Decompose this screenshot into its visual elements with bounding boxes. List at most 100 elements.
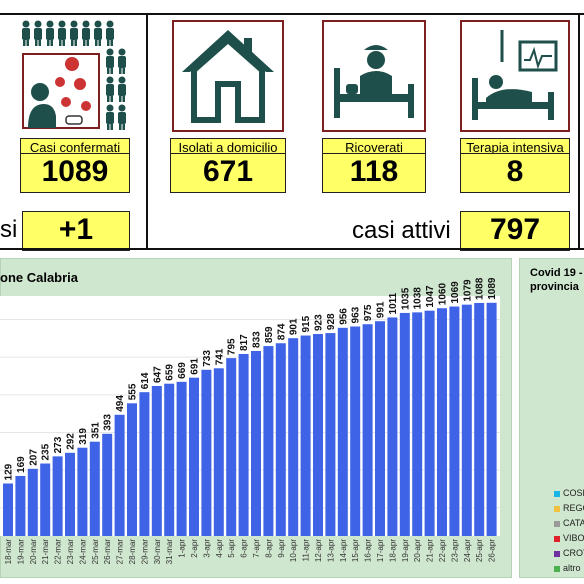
bar bbox=[300, 335, 311, 536]
province-title-line2: provincia bbox=[530, 281, 579, 293]
data-label: 691 bbox=[190, 358, 201, 375]
bar bbox=[89, 441, 100, 536]
daily-change-value: +1 bbox=[22, 211, 130, 251]
x-tick-label: 11-apr bbox=[302, 539, 311, 562]
hospital-bed-icon bbox=[322, 20, 426, 132]
bar bbox=[52, 456, 63, 536]
bar bbox=[40, 463, 51, 536]
data-label: 1047 bbox=[425, 285, 436, 308]
data-label: 207 bbox=[28, 449, 39, 466]
bar bbox=[424, 310, 435, 536]
x-tick-label: 18-mar bbox=[4, 539, 13, 565]
bar bbox=[139, 392, 150, 536]
legend-swatch bbox=[554, 490, 560, 497]
x-tick-label: 1-apr bbox=[178, 539, 187, 558]
data-label: 915 bbox=[301, 315, 312, 332]
bar bbox=[127, 403, 137, 536]
bar bbox=[102, 433, 113, 536]
x-tick-label: 28-mar bbox=[128, 539, 137, 565]
x-tick-label: 26-mar bbox=[103, 539, 112, 565]
data-label: 1079 bbox=[462, 279, 473, 302]
data-label: 393 bbox=[103, 414, 114, 431]
data-label: 555 bbox=[128, 383, 139, 400]
legend-item: CROT bbox=[554, 548, 584, 558]
data-label: 235 bbox=[41, 443, 52, 460]
data-label: 928 bbox=[326, 313, 337, 330]
crowd-virus-icon bbox=[20, 20, 130, 132]
x-tick-label: 14-apr bbox=[339, 539, 348, 562]
bar bbox=[114, 414, 125, 536]
data-label: 1038 bbox=[413, 287, 424, 310]
data-label: 273 bbox=[53, 436, 64, 453]
data-label: 292 bbox=[66, 433, 77, 450]
data-label: 874 bbox=[276, 323, 287, 340]
legend-label: CROT bbox=[563, 548, 584, 558]
x-tick-label: 25-apr bbox=[475, 539, 484, 562]
header-bottom-border bbox=[0, 248, 584, 250]
bar bbox=[399, 312, 410, 536]
data-label: 659 bbox=[165, 364, 176, 381]
data-label: 1089 bbox=[487, 277, 498, 300]
data-label: 647 bbox=[152, 366, 163, 383]
legend-item: COSE bbox=[554, 488, 584, 498]
data-label: 733 bbox=[202, 350, 213, 367]
data-label: 669 bbox=[177, 362, 188, 379]
bar bbox=[251, 350, 261, 536]
daily-change-label: si bbox=[0, 216, 18, 243]
legend-item: altro bbox=[554, 563, 581, 573]
data-label: 614 bbox=[140, 372, 151, 389]
province-panel bbox=[519, 258, 584, 578]
data-label: 1011 bbox=[388, 292, 399, 314]
divider-left bbox=[146, 13, 148, 250]
x-tick-label: 30-mar bbox=[153, 539, 162, 565]
bar bbox=[449, 306, 460, 536]
plot-area: 129 18-mar 169 19-mar 207 20-mar 235 21-mar 273 2… bbox=[0, 277, 500, 564]
data-label: 1060 bbox=[438, 283, 449, 306]
bar bbox=[238, 353, 249, 536]
x-tick-label: 20-mar bbox=[29, 539, 38, 565]
bar bbox=[151, 385, 162, 536]
bar bbox=[189, 377, 199, 536]
data-label: 991 bbox=[376, 301, 387, 318]
bar bbox=[474, 302, 485, 536]
data-label: 741 bbox=[214, 348, 225, 365]
data-label: 956 bbox=[338, 308, 349, 325]
bar bbox=[375, 321, 385, 536]
x-tick-label: 16-apr bbox=[364, 539, 373, 562]
bar bbox=[176, 381, 187, 536]
legend-label: COSE bbox=[563, 488, 584, 498]
x-tick-label: 23-apr bbox=[450, 539, 459, 562]
legend-item: REGG bbox=[554, 503, 584, 513]
province-title-line1: Covid 19 - bbox=[530, 267, 583, 279]
data-label: 1088 bbox=[475, 277, 486, 300]
bar bbox=[226, 358, 237, 536]
province-panel-title: Covid 19 - provincia bbox=[530, 266, 583, 294]
legend-label: CATA bbox=[563, 518, 584, 528]
bar bbox=[3, 483, 13, 536]
data-label: 319 bbox=[78, 428, 89, 445]
data-label: 795 bbox=[227, 338, 238, 355]
bar-chart: 12918-mar16919-mar20720-mar23521-mar2732… bbox=[0, 277, 500, 565]
legend-swatch bbox=[554, 520, 560, 527]
x-tick-label: 27-mar bbox=[116, 539, 125, 565]
x-tick-label: 9-apr bbox=[277, 539, 286, 558]
x-tick-label: 3-apr bbox=[202, 539, 211, 558]
data-label: 169 bbox=[16, 456, 27, 473]
data-label: 817 bbox=[239, 334, 250, 351]
bar bbox=[437, 308, 447, 536]
bar bbox=[325, 333, 336, 536]
data-label: 833 bbox=[252, 331, 263, 348]
bar bbox=[313, 334, 323, 536]
legend-label: REGG bbox=[563, 503, 584, 513]
header-top-border bbox=[0, 13, 584, 15]
x-tick-label: 5-apr bbox=[227, 539, 236, 558]
stat-value-hospitalized: 118 bbox=[322, 153, 426, 193]
x-tick-label: 23-mar bbox=[66, 539, 75, 565]
data-label: 1069 bbox=[450, 281, 461, 304]
data-label: 129 bbox=[4, 463, 15, 480]
x-tick-label: 22-apr bbox=[438, 539, 447, 562]
bar bbox=[65, 452, 75, 536]
x-tick-label: 29-mar bbox=[140, 539, 149, 565]
x-tick-label: 18-apr bbox=[388, 539, 397, 562]
x-tick-label: 6-apr bbox=[240, 539, 249, 558]
